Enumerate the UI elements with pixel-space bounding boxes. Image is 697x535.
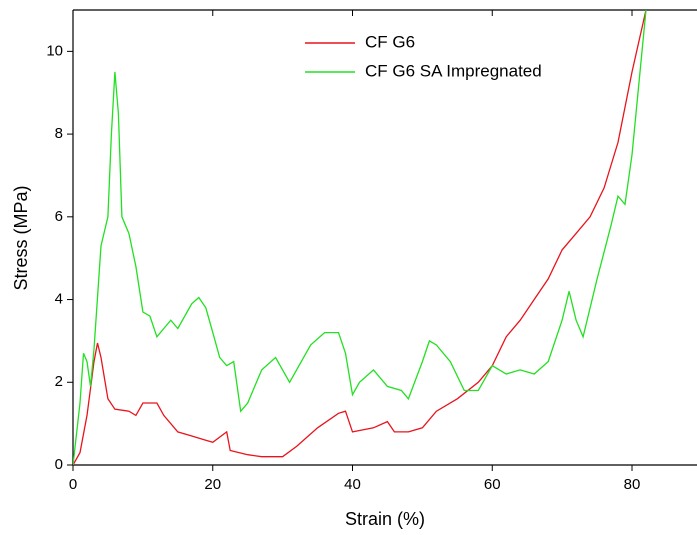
x-tick-label: 80 (624, 476, 641, 493)
x-tick-label: 0 (69, 476, 77, 493)
legend-label: CF G6 (365, 32, 415, 51)
y-tick-label: 8 (55, 125, 63, 142)
x-tick-label: 40 (344, 476, 361, 493)
x-axis-label: Strain (%) (345, 509, 425, 529)
y-tick-label: 4 (55, 291, 63, 308)
y-tick-label: 6 (55, 208, 63, 225)
series-line (73, 10, 647, 465)
y-tick-label: 0 (55, 456, 63, 473)
series-line (73, 10, 647, 465)
legend-label: CF G6 SA Impregnated (365, 61, 542, 80)
x-tick-label: 60 (484, 476, 501, 493)
y-tick-label: 10 (46, 42, 63, 59)
y-axis-label: Stress (MPa) (11, 185, 31, 290)
x-tick-label: 20 (204, 476, 221, 493)
y-tick-label: 2 (55, 373, 63, 390)
